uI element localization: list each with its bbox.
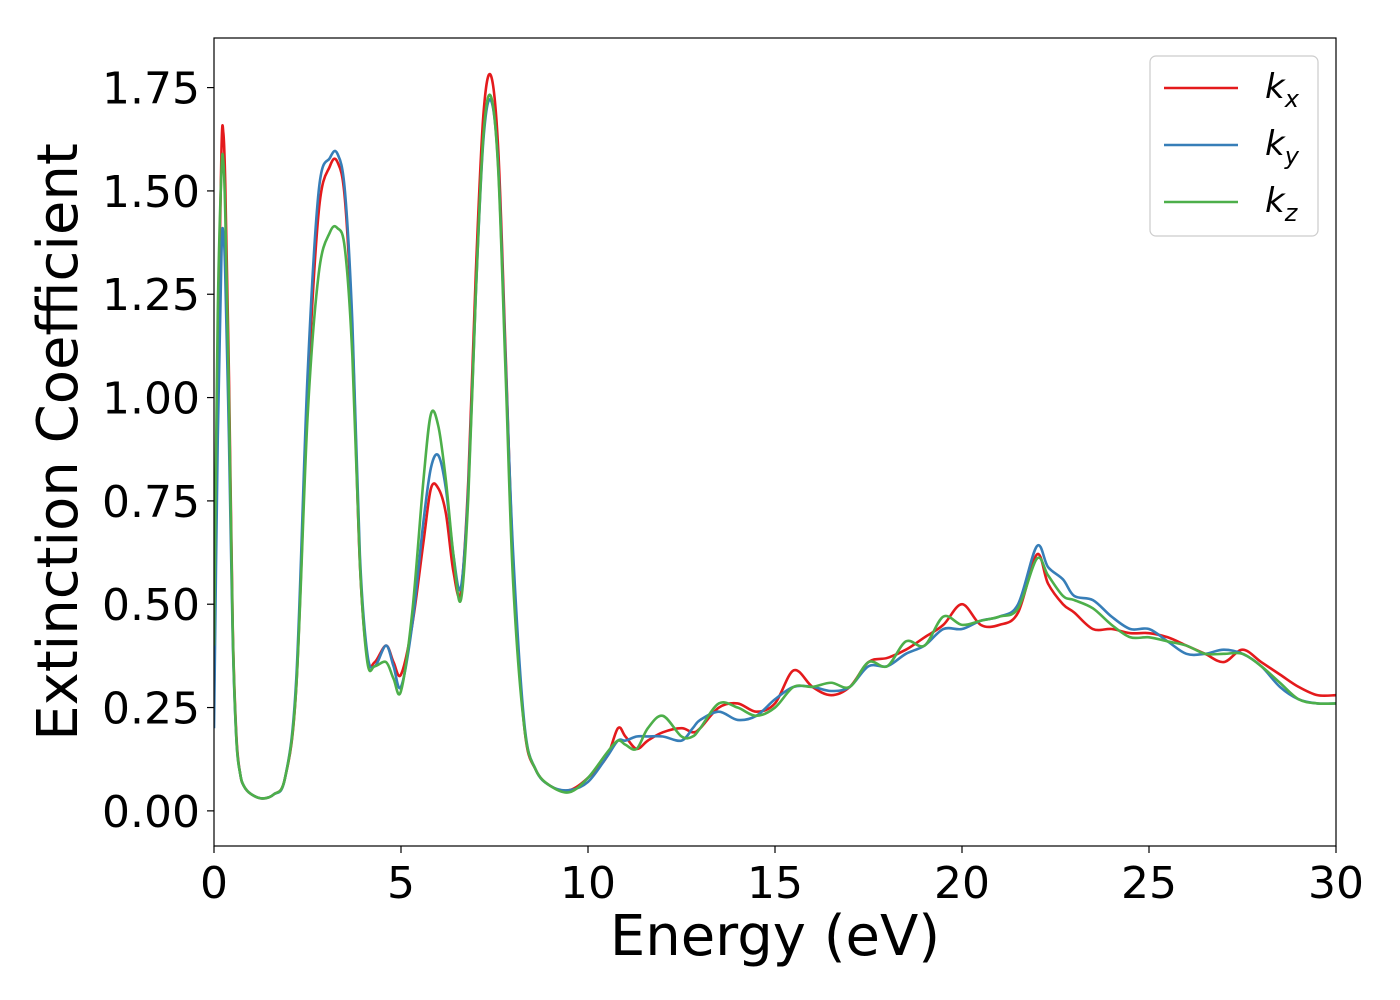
x-tick-label: 20 [934, 858, 990, 909]
x-axis-title: Energy (eV) [610, 904, 940, 969]
x-tick-label: 10 [560, 858, 616, 909]
y-tick-label: 1.25 [102, 270, 200, 321]
x-tick-label: 5 [387, 858, 415, 909]
series-line-kz [214, 93, 1336, 800]
y-tick-label: 1.50 [102, 167, 200, 218]
legend: kx ky kz [1149, 55, 1319, 237]
y-tick-label: 0.75 [102, 477, 200, 528]
y-tick-label: 0.00 [102, 787, 200, 838]
y-axis-title: Extinction Coefficient [26, 143, 91, 741]
x-tick-label: 0 [200, 858, 228, 909]
y-axis: 0.00 0.25 0.50 0.75 1.00 1.25 1.50 1.75 [102, 64, 214, 838]
x-tick-label: 30 [1308, 858, 1364, 909]
x-tick-label: 25 [1121, 858, 1177, 909]
legend-label-kx: kx [1265, 67, 1300, 113]
x-tick-label: 15 [747, 858, 803, 909]
y-tick-label: 1.00 [102, 374, 200, 425]
y-tick-label: 0.50 [102, 580, 200, 631]
x-axis: 0 5 10 15 20 25 30 [200, 846, 1364, 909]
legend-label-kz: kz [1265, 181, 1299, 227]
series-layer [214, 72, 1336, 800]
y-tick-label: 1.75 [102, 64, 200, 115]
y-tick-label: 0.25 [102, 684, 200, 735]
legend-label-ky: ky [1265, 124, 1300, 170]
